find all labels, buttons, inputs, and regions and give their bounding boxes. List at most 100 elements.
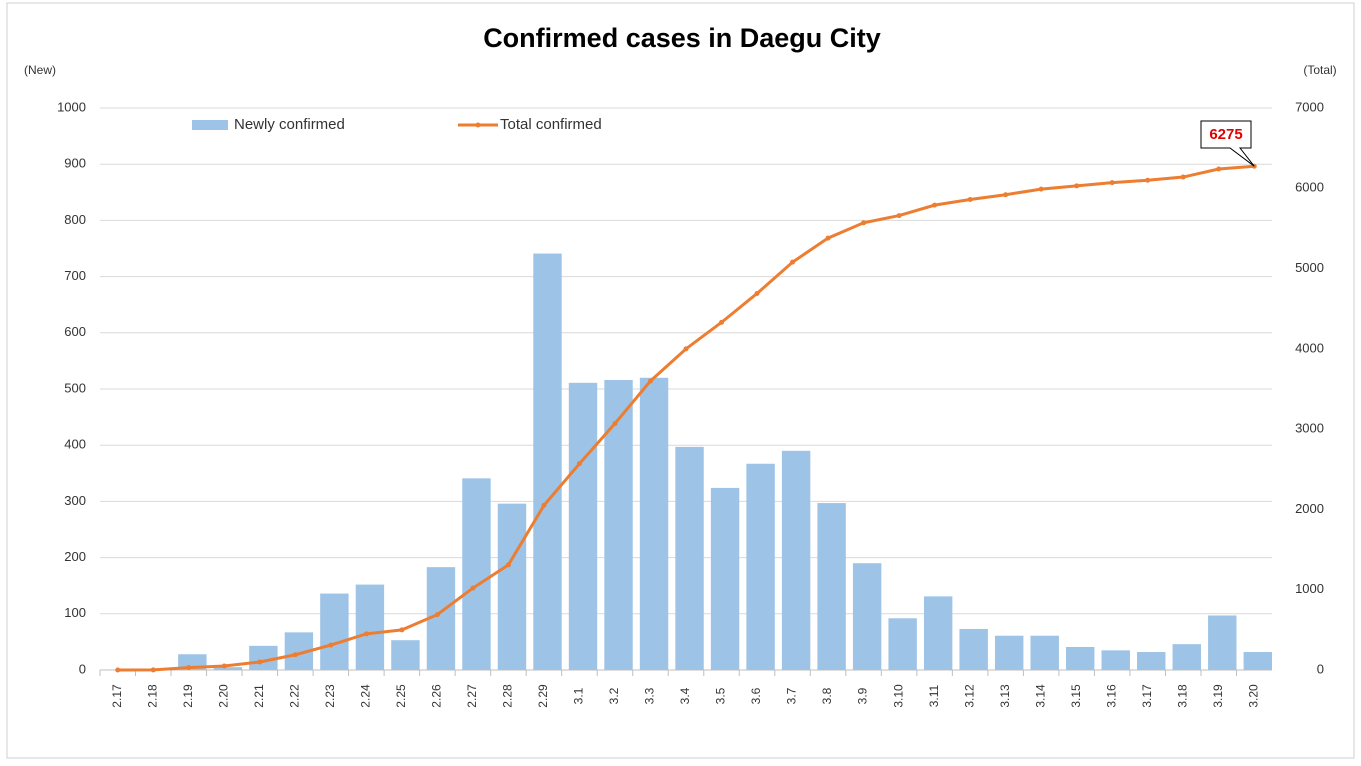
y-tick-label: 600 [64, 324, 86, 339]
bar [355, 584, 385, 670]
line-marker [186, 665, 192, 671]
y2-tick-label: 1000 [1295, 581, 1324, 596]
line-marker [1145, 177, 1151, 183]
bar [1172, 644, 1201, 670]
line-marker [1109, 180, 1115, 186]
line-marker [647, 378, 653, 384]
x-tick-label: 3.2 [607, 687, 621, 704]
y2-axis-label: (Total) [1303, 63, 1336, 77]
x-tick-label: 3.3 [643, 687, 657, 704]
callout [1200, 120, 1255, 167]
line-marker [825, 235, 831, 241]
bar [213, 667, 243, 670]
bar [533, 253, 562, 671]
line-marker [541, 502, 547, 508]
bar [994, 635, 1024, 670]
line-marker [1216, 166, 1222, 172]
y-tick-label: 1000 [57, 99, 86, 114]
line-marker [790, 259, 796, 265]
bar [852, 563, 882, 670]
x-tick-label: 3.18 [1175, 684, 1189, 708]
line-marker [861, 220, 867, 226]
x-tick-label: 3.15 [1069, 684, 1083, 708]
x-tick-label: 3.1 [572, 687, 586, 704]
x-tick-label: 3.11 [927, 684, 941, 707]
line-marker [576, 461, 582, 467]
line-marker [719, 319, 725, 325]
x-tick-label: 3.12 [962, 684, 976, 708]
x-tick-label: 3.19 [1211, 684, 1225, 708]
line-marker [221, 663, 227, 669]
line-marker [683, 346, 689, 352]
legend-label: Total confirmed [500, 116, 602, 133]
bar [923, 596, 953, 670]
bar [639, 377, 669, 670]
line-marker [434, 612, 440, 618]
y-tick-label: 100 [64, 605, 86, 620]
line-marker [328, 642, 334, 648]
x-tick-label: 3.17 [1140, 684, 1154, 708]
line-marker [896, 213, 902, 219]
x-tick-label: 2.28 [501, 684, 515, 708]
x-tick-label: 2.17 [110, 684, 124, 708]
x-tick-label: 2.22 [288, 684, 302, 708]
bar [817, 503, 846, 670]
y-tick-label: 500 [64, 380, 86, 395]
x-tick-label: 2.26 [430, 684, 444, 708]
bar [1243, 652, 1272, 670]
y-tick-label: 800 [64, 212, 86, 227]
x-tick-label: 3.16 [1104, 684, 1118, 708]
bar [1137, 652, 1166, 670]
bar [1101, 650, 1130, 670]
x-tick-label: 3.20 [1246, 684, 1260, 708]
x-tick-label: 2.27 [465, 684, 479, 708]
bar [497, 503, 527, 670]
line-marker [399, 627, 405, 633]
x-tick-label: 3.13 [998, 684, 1012, 708]
bar [320, 593, 349, 670]
line-marker [932, 202, 938, 208]
bar [888, 618, 917, 670]
x-tick-label: 2.25 [394, 684, 408, 708]
bar [959, 628, 988, 670]
line-marker [150, 667, 156, 673]
y-tick-label: 900 [64, 156, 86, 171]
y2-tick-label: 4000 [1295, 340, 1324, 355]
bar [568, 382, 598, 670]
x-tick-label: 2.20 [216, 684, 230, 708]
line-marker [1180, 174, 1186, 180]
x-tick-label: 3.14 [1033, 684, 1047, 708]
chart-title: Confirmed cases in Daegu City [483, 23, 881, 53]
y2-tick-label: 2000 [1295, 501, 1324, 516]
line-marker [612, 421, 618, 427]
y-tick-label: 400 [64, 437, 86, 452]
bar [462, 478, 491, 670]
x-tick-label: 2.24 [359, 684, 373, 708]
x-tick-label: 3.8 [820, 687, 834, 704]
x-tick-label: 2.21 [252, 684, 266, 708]
x-tick-label: 3.5 [714, 687, 728, 704]
y-tick-label: 300 [64, 493, 86, 508]
x-tick-label: 2.29 [536, 684, 550, 708]
bar [710, 487, 740, 670]
line-marker [1003, 192, 1009, 198]
line-marker [115, 667, 121, 673]
y-tick-label: 0 [79, 661, 86, 676]
line-marker [505, 562, 511, 568]
x-tick-label: 3.10 [891, 684, 905, 708]
legend-marker [475, 122, 481, 128]
bar [746, 463, 775, 670]
y2-tick-label: 3000 [1295, 421, 1324, 436]
bar [781, 450, 811, 670]
line-marker [292, 652, 298, 658]
bar [1066, 646, 1095, 670]
x-tick-label: 3.4 [678, 687, 692, 704]
y-tick-label: 200 [64, 549, 86, 564]
line-marker [257, 659, 263, 665]
y2-tick-label: 5000 [1295, 260, 1324, 275]
line-marker [754, 290, 760, 296]
y-axis-label: (New) [24, 63, 56, 77]
x-tick-label: 2.18 [145, 684, 159, 708]
line-marker [1074, 183, 1080, 189]
y-tick-label: 700 [64, 268, 86, 283]
